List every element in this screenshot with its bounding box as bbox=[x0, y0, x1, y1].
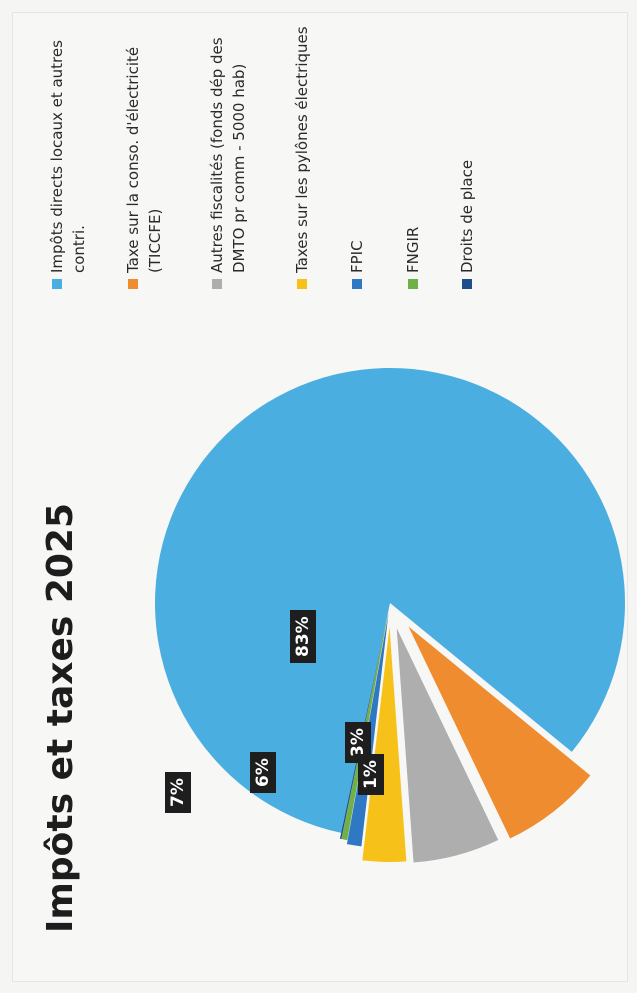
pie-slice-4 bbox=[362, 626, 407, 862]
legend-item-2: Taxe sur la conso. d'électricité (TICCFE… bbox=[122, 9, 166, 289]
legend-swatch-7 bbox=[462, 279, 472, 289]
legend-swatch-5 bbox=[352, 279, 362, 289]
data-label-1: 83% bbox=[290, 610, 316, 663]
pie-slice-2 bbox=[408, 626, 591, 839]
legend-item-3: Autres fiscalités (fonds dép des DMTO pr… bbox=[206, 9, 250, 289]
data-label-5: 1% bbox=[358, 754, 384, 795]
legend-swatch-3 bbox=[212, 279, 222, 289]
pie-slice-3 bbox=[396, 628, 499, 863]
legend-swatch-4 bbox=[297, 279, 307, 289]
legend-item-4: Taxes sur les pylônes électriques bbox=[291, 9, 313, 289]
data-label-3: 6% bbox=[250, 752, 276, 793]
legend-swatch-1 bbox=[52, 279, 62, 289]
legend-swatch-2 bbox=[128, 279, 138, 289]
legend-item-6: FNGIR bbox=[402, 9, 424, 289]
legend-label-4: Taxes sur les pylônes électriques bbox=[293, 26, 311, 273]
legend-label-3: Autres fiscalités (fonds dép des DMTO pr… bbox=[208, 37, 248, 273]
legend-label-7: Droits de place bbox=[458, 159, 476, 273]
legend-label-5: FPIC bbox=[348, 240, 366, 273]
legend-label-6: FNGIR bbox=[404, 226, 422, 273]
legend-swatch-6 bbox=[408, 279, 418, 289]
legend-label-2: Taxe sur la conso. d'électricité (TICCFE… bbox=[124, 46, 164, 273]
legend-label-1: Impôts directs locaux et autres contri. bbox=[48, 40, 88, 273]
pie-slice-1 bbox=[155, 368, 625, 833]
legend-item-7: Droits de place bbox=[456, 9, 478, 289]
legend-item-1: Impôts directs locaux et autres contri. bbox=[46, 9, 90, 289]
legend-item-5: FPIC bbox=[346, 9, 368, 289]
data-label-2: 7% bbox=[165, 772, 191, 813]
